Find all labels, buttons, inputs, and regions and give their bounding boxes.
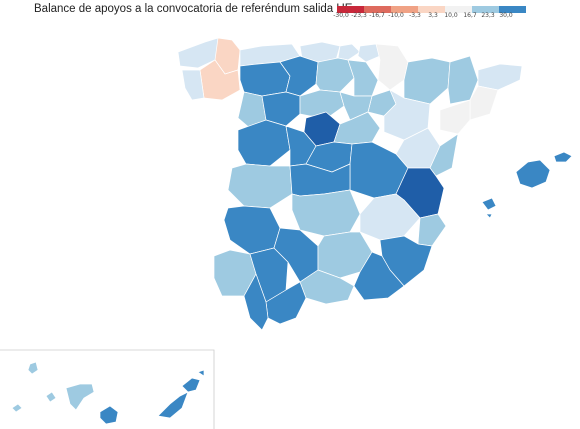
color-legend: -30,0 -23,3 -16,7 -10,0 -3,3 3,3 10,0 16… bbox=[0, 0, 580, 30]
legend-tick: -23,3 bbox=[351, 12, 367, 19]
province-region[interactable] bbox=[403, 57, 451, 105]
province-region[interactable] bbox=[243, 273, 269, 331]
province-region[interactable] bbox=[477, 63, 523, 91]
province-region[interactable] bbox=[11, 403, 23, 413]
province-region[interactable] bbox=[359, 193, 421, 241]
province-region[interactable] bbox=[265, 281, 307, 325]
province-region[interactable] bbox=[553, 151, 573, 163]
province-region[interactable] bbox=[199, 59, 241, 101]
province-region[interactable] bbox=[515, 159, 551, 189]
legend-swatch bbox=[472, 6, 499, 13]
legend-tick: 10,0 bbox=[444, 12, 458, 19]
legend-tick: -16,7 bbox=[369, 12, 385, 19]
canary-inset-frame bbox=[0, 349, 215, 429]
province-region[interactable] bbox=[239, 61, 291, 97]
province-region[interactable] bbox=[237, 119, 291, 167]
province-region[interactable] bbox=[99, 405, 119, 425]
province-region[interactable] bbox=[223, 205, 281, 255]
province-region[interactable] bbox=[181, 69, 205, 101]
province-region[interactable] bbox=[299, 89, 345, 117]
province-region[interactable] bbox=[45, 391, 57, 403]
legend-swatch bbox=[391, 6, 418, 13]
province-region[interactable] bbox=[291, 189, 361, 237]
legend-tick: 30,0 bbox=[499, 12, 513, 19]
legend-tick: -30,0 bbox=[333, 12, 349, 19]
legend-tick: 3,3 bbox=[428, 12, 438, 19]
legend-swatch bbox=[337, 6, 364, 13]
province-region[interactable] bbox=[27, 361, 39, 375]
province-region[interactable] bbox=[65, 383, 95, 411]
province-region[interactable] bbox=[181, 377, 201, 393]
province-region[interactable] bbox=[439, 99, 471, 135]
province-region[interactable] bbox=[481, 197, 497, 211]
legend-swatch bbox=[445, 6, 472, 13]
province-region[interactable] bbox=[197, 369, 205, 377]
province-region[interactable] bbox=[315, 57, 355, 93]
legend-tick: 23,3 bbox=[481, 12, 495, 19]
legend-tick: 16,7 bbox=[463, 12, 477, 19]
province-region[interactable] bbox=[469, 85, 499, 121]
legend-tick: -10,0 bbox=[388, 12, 404, 19]
province-region[interactable] bbox=[279, 55, 319, 97]
legend-swatch bbox=[418, 6, 445, 13]
province-region[interactable] bbox=[485, 213, 493, 219]
legend-tick: -3,3 bbox=[409, 12, 421, 19]
legend-swatch bbox=[499, 6, 526, 13]
province-region[interactable] bbox=[333, 111, 381, 145]
province-region[interactable] bbox=[353, 251, 405, 301]
province-region[interactable] bbox=[299, 269, 355, 305]
map-title: Balance de apoyos a la convocatoria de r… bbox=[34, 3, 353, 15]
province-region[interactable] bbox=[417, 213, 447, 247]
province-region[interactable] bbox=[157, 391, 189, 419]
province-region[interactable] bbox=[357, 43, 381, 63]
province-region[interactable] bbox=[375, 43, 409, 91]
legend-swatch bbox=[364, 6, 391, 13]
province-region[interactable] bbox=[337, 43, 361, 61]
province-region[interactable] bbox=[227, 163, 293, 209]
